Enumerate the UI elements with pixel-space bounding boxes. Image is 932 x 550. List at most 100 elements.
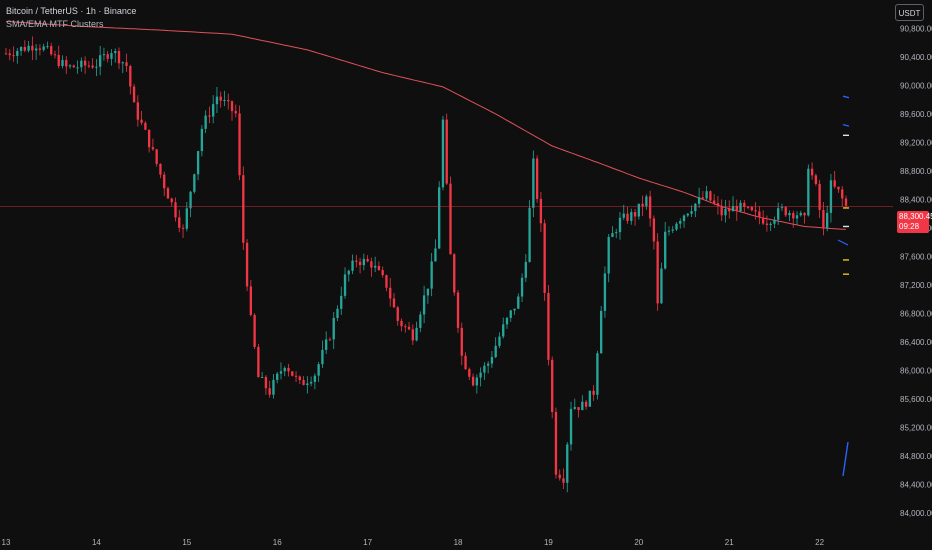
candle-body xyxy=(599,310,603,354)
candle-body xyxy=(562,478,565,483)
candle-body xyxy=(513,308,516,311)
candle-body xyxy=(110,53,113,59)
candle-body xyxy=(532,158,535,208)
y-tick-label: 87,200.00 xyxy=(900,281,932,290)
cluster-mark xyxy=(837,239,849,246)
candle-body xyxy=(810,168,814,176)
candle-body xyxy=(494,345,497,358)
candle-body xyxy=(347,270,350,275)
candle-body xyxy=(276,373,279,380)
candle-body xyxy=(441,119,445,188)
candle-body xyxy=(234,111,237,114)
candle-body xyxy=(91,65,94,68)
x-tick-label: 17 xyxy=(363,538,372,547)
candle-body xyxy=(648,196,652,219)
candle-body xyxy=(841,189,844,199)
candle-body xyxy=(543,223,546,293)
candle-body xyxy=(215,96,219,105)
candle-body xyxy=(196,151,200,175)
candle-body xyxy=(656,241,659,304)
candle-body xyxy=(83,60,87,66)
candle-body xyxy=(181,227,185,229)
candle-body xyxy=(407,326,411,330)
candle-body xyxy=(50,46,53,55)
x-tick-label: 22 xyxy=(815,538,824,547)
candle-body xyxy=(306,383,309,386)
candle-body xyxy=(626,213,629,221)
candle-body xyxy=(61,60,64,67)
candle-body xyxy=(524,261,527,278)
candle-body xyxy=(777,208,780,220)
candle-body xyxy=(754,210,757,212)
candle-body xyxy=(652,218,656,242)
candle-body xyxy=(434,248,437,262)
candle-body xyxy=(8,53,11,56)
candle-body xyxy=(287,367,290,372)
candle-body xyxy=(42,46,45,50)
candle-body xyxy=(298,376,301,381)
candle-body xyxy=(682,215,686,221)
currency-button[interactable]: USDT xyxy=(895,4,924,21)
candle-body xyxy=(694,203,697,212)
symbol-title[interactable]: Bitcoin / TetherUS · 1h · Binance xyxy=(6,6,137,16)
y-tick-label: 90,800.00 xyxy=(900,24,932,33)
candle-body xyxy=(724,208,727,216)
candle-body xyxy=(65,60,68,67)
candle-body xyxy=(807,168,810,216)
candle-body xyxy=(16,50,19,56)
candle-body xyxy=(189,191,192,209)
candle-body xyxy=(716,203,720,206)
candle-body xyxy=(31,45,34,51)
candle-body xyxy=(362,258,366,266)
candle-body xyxy=(588,390,592,407)
candle-body xyxy=(788,213,791,216)
candle-body xyxy=(328,339,332,341)
candle-body xyxy=(68,65,72,67)
candle-body xyxy=(4,53,8,55)
candle-body xyxy=(155,149,158,164)
candle-body xyxy=(697,197,701,204)
candle-body xyxy=(332,317,335,340)
candle-body xyxy=(535,158,539,199)
candle-body xyxy=(803,212,806,216)
candle-body xyxy=(449,183,452,255)
candle-body xyxy=(701,197,705,199)
cluster-marks xyxy=(837,95,850,477)
candle-body xyxy=(765,223,769,225)
x-tick-label: 20 xyxy=(634,538,643,547)
candle-body xyxy=(19,46,23,51)
candle-body xyxy=(242,175,245,243)
indicator-name[interactable]: SMA/EMA MTF Clusters xyxy=(6,19,104,29)
candle-body xyxy=(728,208,731,212)
candle-body xyxy=(46,46,49,48)
candle-body xyxy=(426,288,430,296)
candle-body xyxy=(291,371,294,376)
candle-body xyxy=(471,376,475,386)
candle-body xyxy=(411,329,414,341)
last-price-tag: 88,300.45 09:28 xyxy=(897,211,932,233)
y-tick-label: 84,000.00 xyxy=(900,509,932,518)
candle-body xyxy=(193,174,196,192)
candle-body xyxy=(818,183,821,210)
y-tick-label: 86,400.00 xyxy=(900,338,932,347)
candle-body xyxy=(136,102,140,120)
candle-body xyxy=(185,208,188,229)
candle-body xyxy=(483,365,486,373)
candle-body xyxy=(422,295,426,315)
candle-body xyxy=(475,377,479,386)
candle-body xyxy=(174,202,177,218)
candle-body xyxy=(509,310,512,318)
candle-body xyxy=(373,265,377,268)
candle-body xyxy=(351,260,354,271)
candle-body xyxy=(573,407,576,409)
candle-body xyxy=(592,390,595,395)
candle-body xyxy=(784,207,787,216)
candle-body xyxy=(430,261,433,289)
candle-body xyxy=(844,198,848,206)
candle-body xyxy=(799,212,802,216)
candle-body xyxy=(400,320,403,327)
y-tick-label: 85,600.00 xyxy=(900,395,932,404)
cluster-mark xyxy=(842,95,850,99)
candle-body xyxy=(76,67,79,69)
